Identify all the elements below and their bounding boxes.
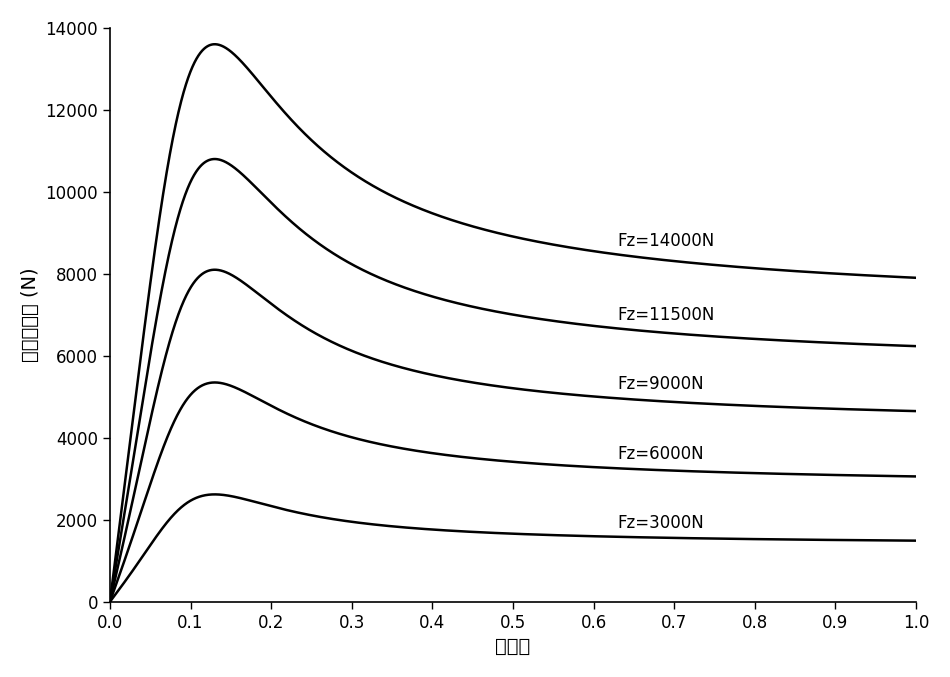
Text: Fz=14000N: Fz=14000N bbox=[618, 232, 715, 250]
X-axis label: 滑移率: 滑移率 bbox=[495, 637, 531, 656]
Text: Fz=6000N: Fz=6000N bbox=[618, 445, 704, 463]
Text: Fz=11500N: Fz=11500N bbox=[618, 305, 715, 324]
Text: Fz=9000N: Fz=9000N bbox=[618, 376, 704, 393]
Text: Fz=3000N: Fz=3000N bbox=[618, 514, 705, 532]
Y-axis label: 轮胎纵向力 (N): 轮胎纵向力 (N) bbox=[21, 267, 40, 362]
